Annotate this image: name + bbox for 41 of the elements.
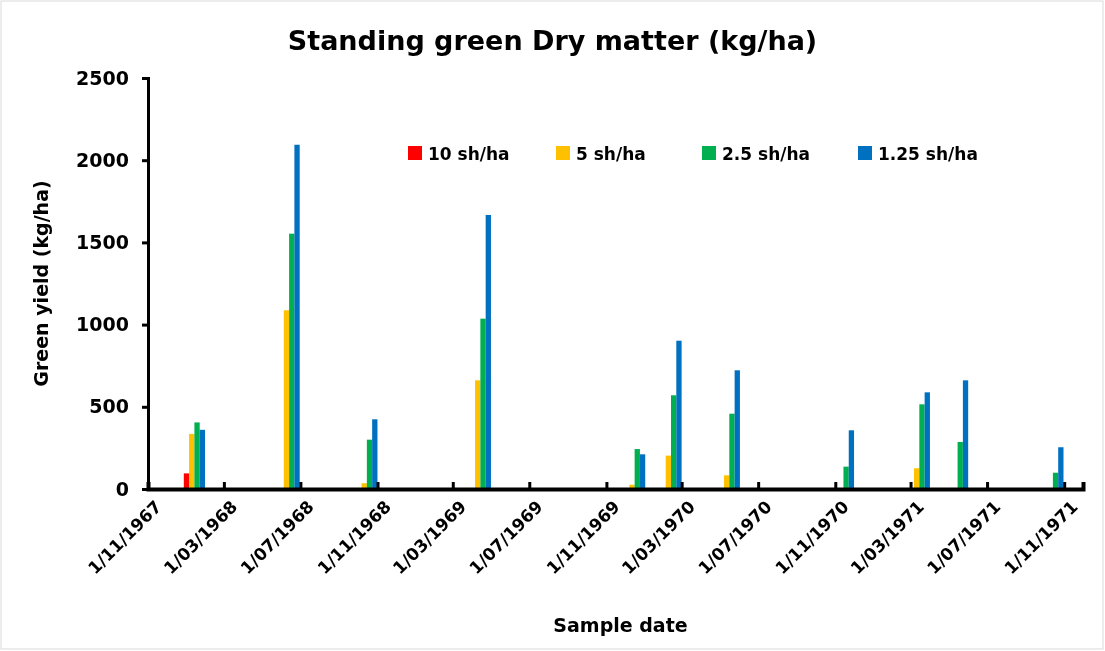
bar [848,430,855,489]
bar [366,439,373,489]
bar [294,144,300,489]
bar [194,422,200,489]
bar [485,214,491,489]
y-tick-label: 500 [89,395,129,418]
bar [480,318,486,489]
bar [1058,447,1064,489]
y-tick-label: 2000 [76,148,129,171]
bar [914,468,920,489]
bar [283,310,290,489]
legend-label: 10 sh/ha [428,143,510,164]
bar [734,370,740,489]
bar [634,449,640,489]
legend-label: 1.25 sh/ha [878,143,978,164]
bar [189,433,195,489]
chart-title: Standing green Dry matter (kg/ha) [287,25,818,56]
bar [729,413,735,489]
bar [183,473,190,489]
y-axis-title: Green yield (kg/ha) [30,180,52,387]
bar [671,395,677,489]
x-axis-title: Sample date [553,614,688,636]
y-tick-label: 0 [115,477,129,500]
bar [289,233,295,489]
legend-label: 5 sh/ha [576,143,646,164]
y-tick-label: 1500 [76,230,129,253]
bar [957,441,963,489]
bar [924,392,930,489]
bar [962,380,969,489]
bar [372,419,378,489]
bar [919,404,925,489]
bar [199,429,206,489]
bar [724,475,730,489]
bar [475,380,481,489]
y-tick-label: 1000 [76,313,129,336]
bar [639,454,646,489]
bar [843,466,849,489]
y-tick-label: 2500 [76,66,129,89]
legend-label: 2.5 sh/ha [722,143,811,164]
bar [676,340,682,489]
bar [665,455,671,489]
